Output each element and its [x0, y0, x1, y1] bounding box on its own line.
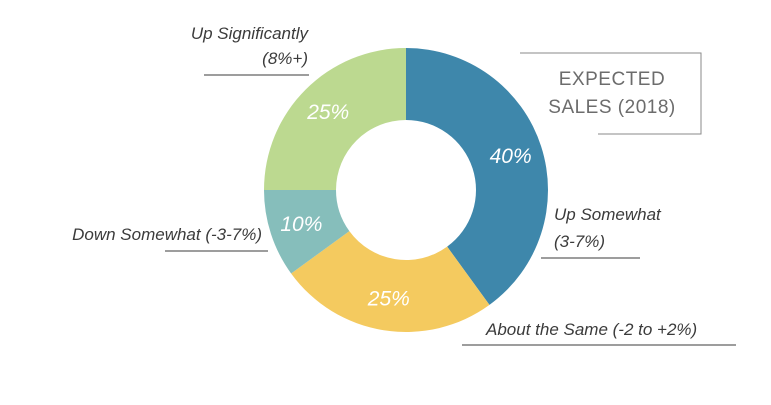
- slice-3: [264, 48, 406, 190]
- category-label-1-line-0: About the Same (-2 to +2%): [485, 320, 697, 339]
- slices-group: [264, 48, 548, 332]
- title-box: [520, 52, 702, 135]
- category-labels-group: Up Somewhat (3-7%) About the Same (-2 to +…: [72, 24, 736, 346]
- slice-value-label-1: 25%: [367, 288, 410, 311]
- title-line-2: SALES (2018): [548, 97, 675, 118]
- value-labels-group: 40% 25% 10% 25%: [280, 101, 531, 310]
- title-line-1: EXPECTED: [559, 69, 665, 90]
- slice-0: [406, 48, 548, 305]
- category-label-0-line-0: Up Somewhat: [554, 205, 662, 224]
- slice-value-label-0: 40%: [490, 145, 532, 168]
- category-label-3-line-0: Up Significantly: [191, 24, 310, 43]
- slice-1: [291, 231, 490, 332]
- slice-value-label-2: 10%: [280, 213, 322, 236]
- category-label-3-line-1: (8%+): [262, 49, 308, 68]
- category-label-2-line-0: Down Somewhat (-3-7%): [72, 225, 262, 244]
- slice-value-label-3: 25%: [306, 101, 349, 124]
- chart-title: EXPECTED SALES (2018): [520, 52, 702, 135]
- category-label-0-line-1: (3-7%): [554, 232, 605, 251]
- slice-2: [264, 190, 350, 274]
